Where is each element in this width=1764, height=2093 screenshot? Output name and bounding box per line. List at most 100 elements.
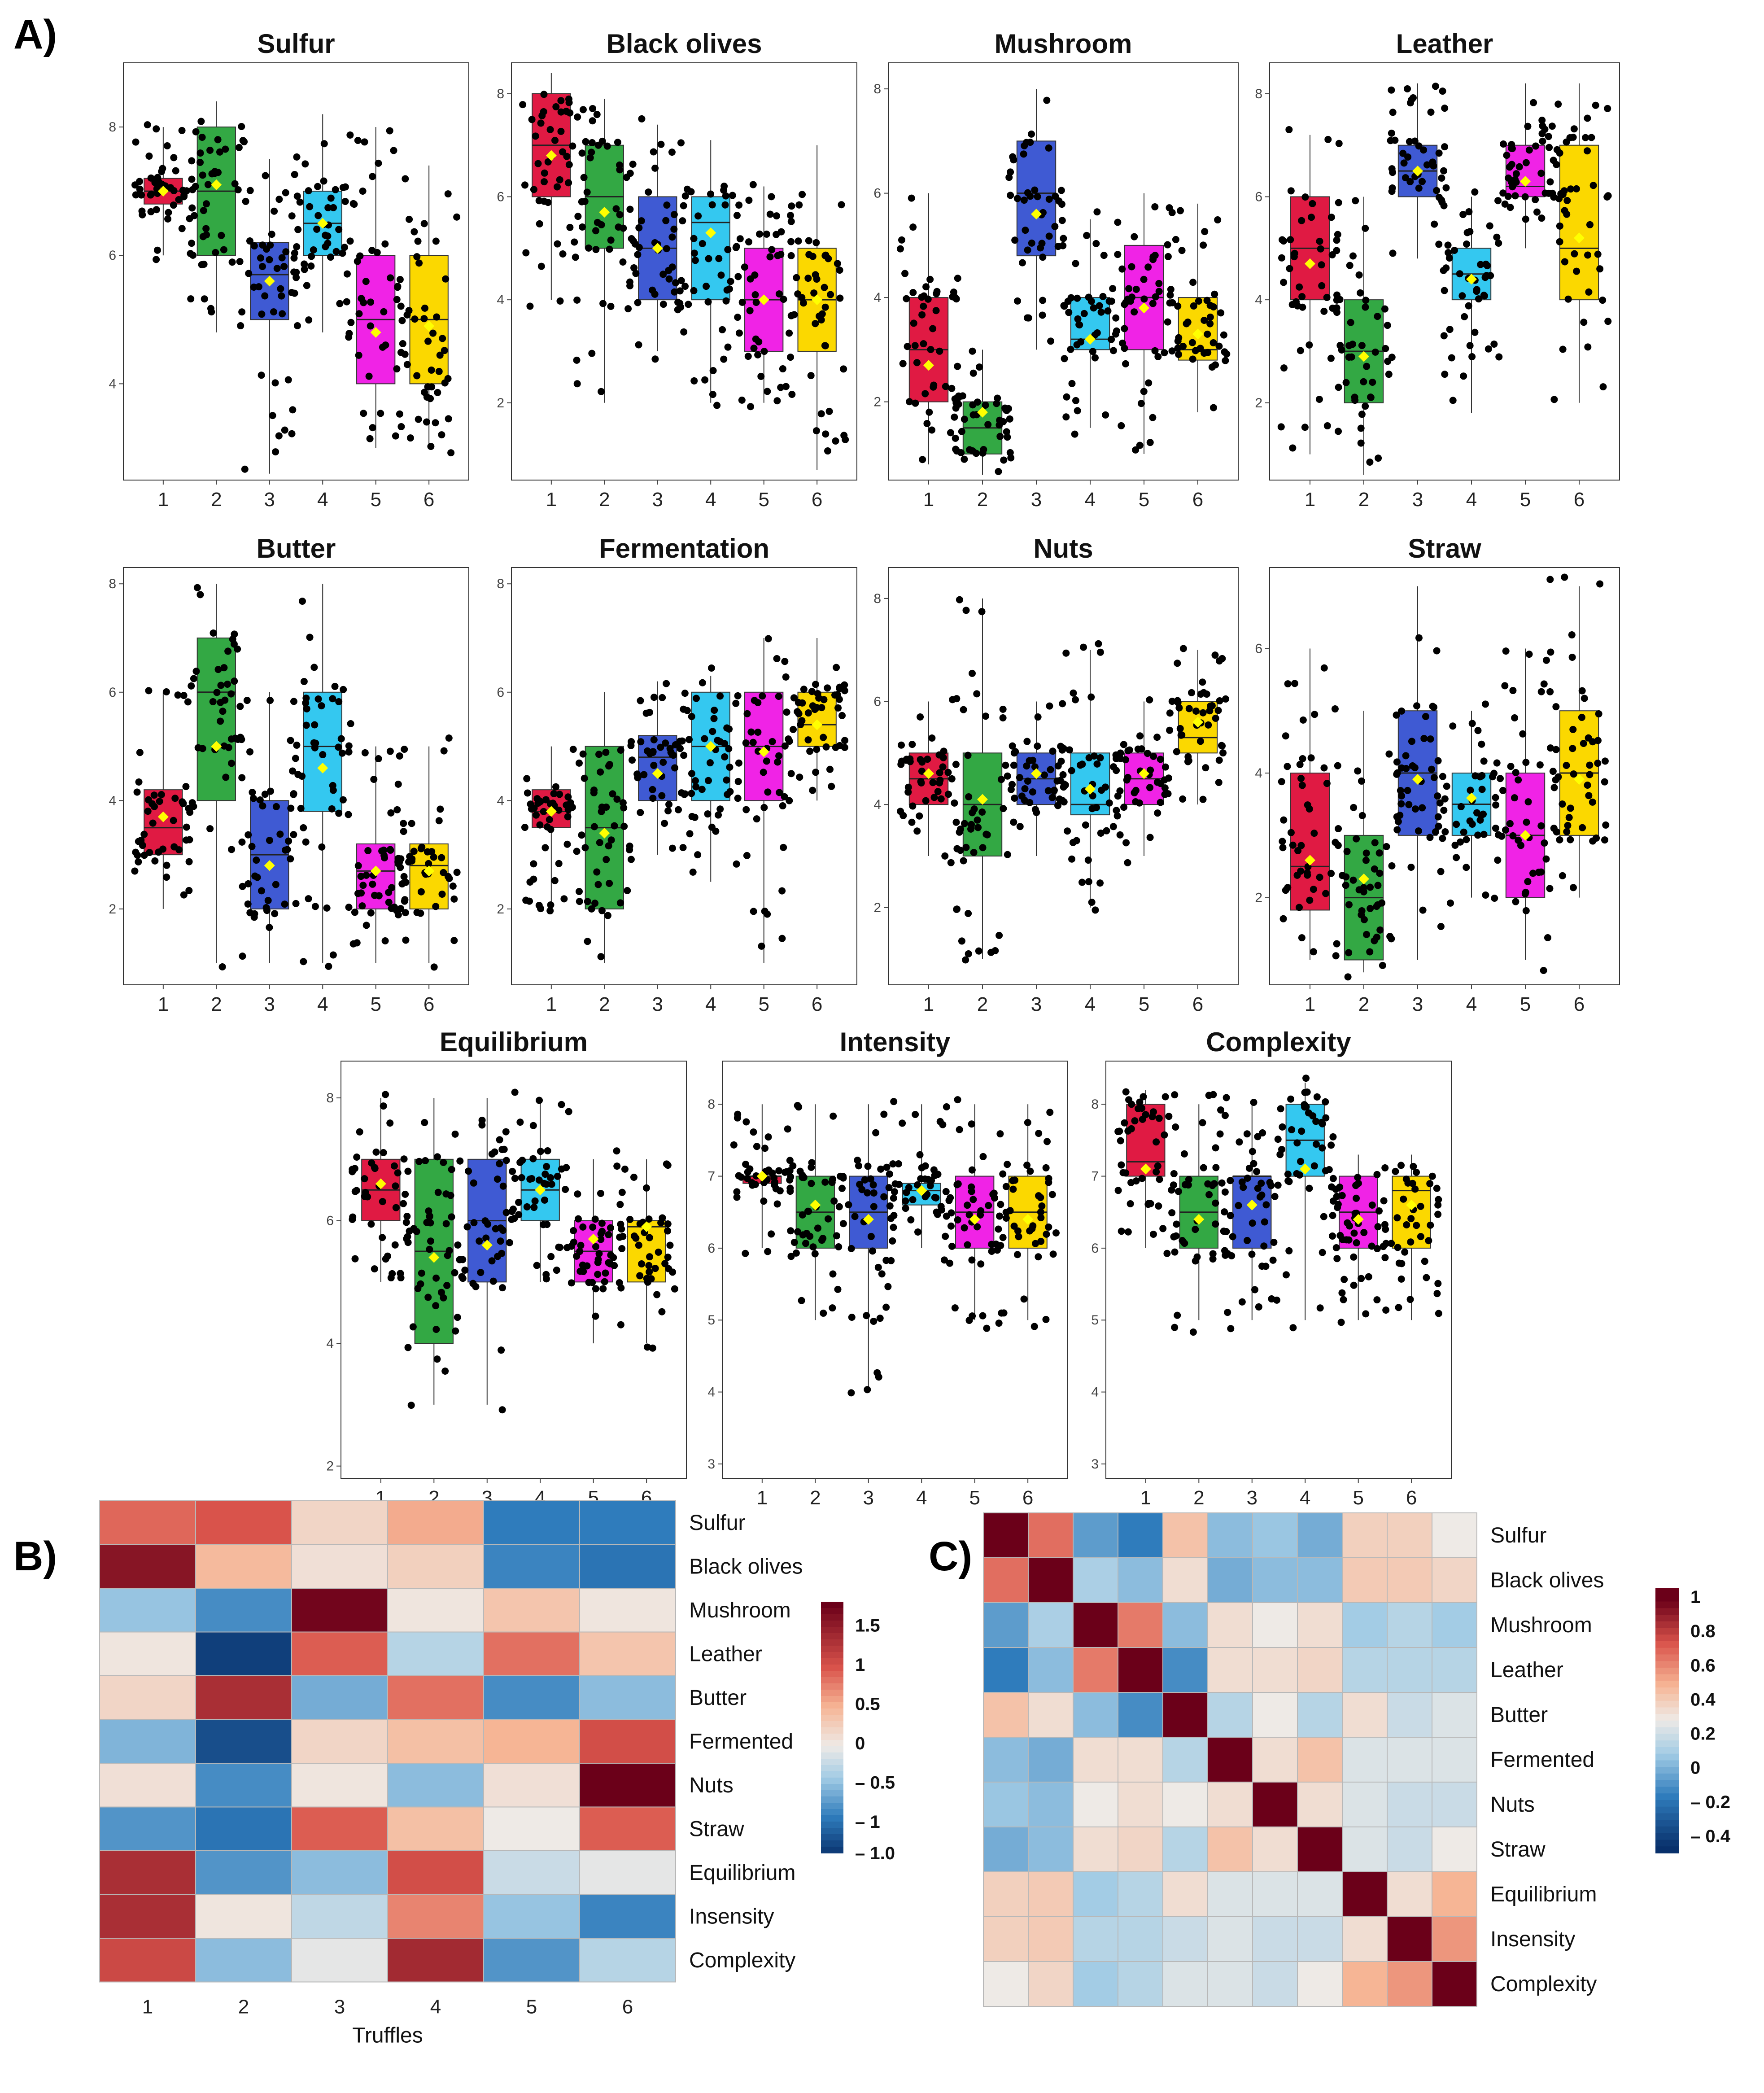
data-point xyxy=(403,1212,411,1220)
data-point xyxy=(1323,293,1331,301)
data-point xyxy=(651,164,659,172)
data-point xyxy=(626,205,634,213)
data-point xyxy=(1013,1251,1021,1258)
data-point xyxy=(1179,795,1187,803)
heatmap-cell xyxy=(99,1894,196,1939)
heatmap-cell xyxy=(483,1719,580,1764)
data-point xyxy=(1480,830,1488,838)
heatmap-cell xyxy=(195,1544,292,1589)
data-point xyxy=(947,859,955,866)
data-point xyxy=(694,212,702,220)
data-point xyxy=(245,880,252,887)
data-point xyxy=(565,95,572,103)
data-point xyxy=(735,329,743,337)
heatmap-cell xyxy=(1252,1602,1298,1648)
data-point xyxy=(782,1168,790,1175)
data-point xyxy=(930,794,938,801)
data-point xyxy=(1199,1119,1206,1127)
data-point xyxy=(578,149,586,157)
data-point xyxy=(1212,1220,1219,1228)
data-point xyxy=(733,860,740,868)
data-point xyxy=(715,811,722,819)
data-point xyxy=(278,292,285,300)
data-point xyxy=(1435,1196,1442,1203)
legend-swatch xyxy=(1655,1806,1679,1814)
data-point xyxy=(616,899,624,907)
data-point xyxy=(617,1321,624,1328)
x-tick-label: 1 xyxy=(1140,1487,1151,1509)
data-point xyxy=(1028,1225,1036,1232)
data-point xyxy=(1556,836,1563,843)
heatmap-cell xyxy=(1342,1916,1388,1962)
mean-marker xyxy=(375,1178,386,1189)
data-point xyxy=(327,194,335,202)
data-point xyxy=(847,1245,855,1252)
data-point xyxy=(890,1098,898,1105)
data-point xyxy=(1335,384,1342,391)
data-point xyxy=(568,1242,575,1250)
data-point xyxy=(439,335,446,342)
data-point xyxy=(1502,647,1510,655)
data-point xyxy=(1121,1119,1128,1127)
data-point xyxy=(1223,1094,1230,1101)
data-point xyxy=(1511,794,1518,802)
data-point xyxy=(196,159,204,166)
data-point xyxy=(961,820,968,827)
legend-swatch xyxy=(821,1608,843,1615)
mean-marker xyxy=(1192,717,1203,728)
data-point xyxy=(899,360,907,367)
data-point xyxy=(789,1162,797,1170)
data-point xyxy=(454,1314,461,1321)
data-point xyxy=(1047,766,1054,773)
data-point xyxy=(397,1270,404,1277)
data-point xyxy=(1310,886,1317,893)
data-point xyxy=(583,1262,591,1270)
mean-marker xyxy=(599,827,610,839)
data-point xyxy=(832,437,839,445)
data-point xyxy=(974,824,982,831)
data-point xyxy=(890,1194,897,1202)
data-point xyxy=(1010,749,1018,757)
data-point xyxy=(263,245,271,253)
data-point xyxy=(721,753,729,760)
heatmap-cell xyxy=(983,1512,1029,1558)
data-point xyxy=(302,695,310,702)
data-point xyxy=(642,709,650,717)
data-point xyxy=(401,350,409,358)
data-point xyxy=(594,1271,602,1278)
data-point xyxy=(637,738,645,746)
data-point xyxy=(402,936,410,944)
data-point xyxy=(293,274,300,281)
data-point xyxy=(738,396,746,404)
data-point xyxy=(314,183,322,190)
data-point xyxy=(918,767,926,775)
data-point xyxy=(786,1157,794,1164)
data-point xyxy=(459,1275,467,1282)
data-point xyxy=(822,430,830,438)
data-point xyxy=(1074,294,1081,302)
data-point xyxy=(372,1148,380,1156)
data-point xyxy=(874,1263,882,1271)
data-point xyxy=(841,687,848,695)
legend-swatch xyxy=(1655,1753,1679,1761)
data-point xyxy=(760,804,768,811)
data-point xyxy=(1227,1325,1235,1333)
data-point xyxy=(921,390,929,398)
data-point xyxy=(733,1188,741,1196)
x-tick-label: 5 xyxy=(1139,993,1149,1015)
data-point xyxy=(889,1160,897,1168)
data-point xyxy=(1157,756,1164,763)
data-point xyxy=(228,258,236,266)
data-point xyxy=(1282,887,1289,894)
data-point xyxy=(1037,1214,1045,1222)
data-point xyxy=(1216,697,1223,705)
heatmap-cell xyxy=(483,1544,580,1589)
heatmap-cell xyxy=(579,1806,676,1851)
data-point xyxy=(1054,802,1062,809)
data-point xyxy=(594,141,602,149)
mean-marker xyxy=(424,320,435,332)
data-point xyxy=(1171,1248,1179,1256)
data-point xyxy=(153,246,161,254)
data-point xyxy=(825,255,832,262)
